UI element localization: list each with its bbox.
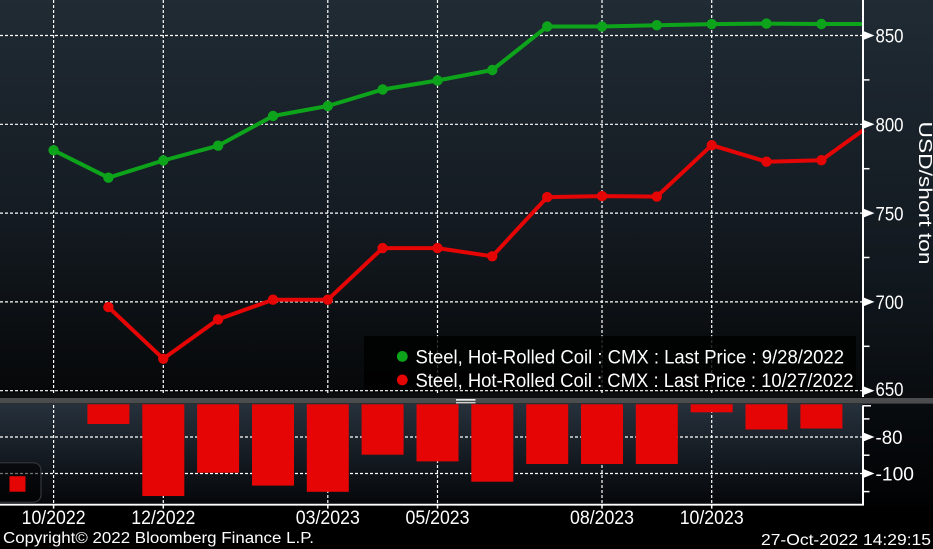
svg-text:Copyright© 2022 Bloomberg Fina: Copyright© 2022 Bloomberg Finance L.P. bbox=[3, 530, 314, 547]
svg-text:12/2022: 12/2022 bbox=[131, 508, 195, 529]
svg-text:-100: -100 bbox=[876, 465, 915, 486]
svg-text:27-Oct-2022 14:29:15: 27-Oct-2022 14:29:15 bbox=[761, 532, 931, 549]
svg-text:850: 850 bbox=[876, 27, 904, 48]
svg-text:650: 650 bbox=[876, 380, 904, 401]
svg-text:10/2023: 10/2023 bbox=[680, 508, 744, 529]
svg-text:USD/short ton: USD/short ton bbox=[915, 122, 933, 265]
svg-text:750: 750 bbox=[876, 204, 904, 225]
svg-text:800: 800 bbox=[876, 116, 904, 137]
svg-text:03/2023: 03/2023 bbox=[296, 508, 360, 529]
svg-text:10/2022: 10/2022 bbox=[22, 508, 86, 529]
svg-text:05/2023: 05/2023 bbox=[406, 508, 470, 529]
svg-text:Steel, Hot-Rolled Coil : CMX :: Steel, Hot-Rolled Coil : CMX : Last Pric… bbox=[416, 371, 854, 392]
svg-text:700: 700 bbox=[876, 293, 904, 314]
svg-text:08/2023: 08/2023 bbox=[570, 508, 634, 529]
svg-text:-80: -80 bbox=[876, 428, 903, 449]
svg-text:Steel, Hot-Rolled Coil : CMX :: Steel, Hot-Rolled Coil : CMX : Last Pric… bbox=[416, 348, 845, 369]
